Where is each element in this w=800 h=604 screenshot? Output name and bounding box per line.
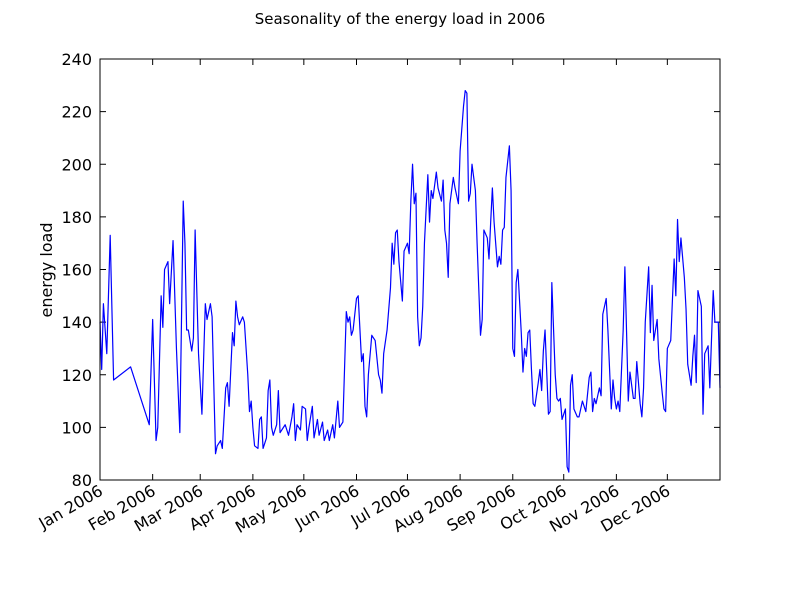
- y-axis-label: energy load: [37, 222, 56, 317]
- y-tick-label: 100: [61, 418, 92, 437]
- y-tick-label: 140: [61, 313, 92, 332]
- y-tick-label: 220: [61, 103, 92, 122]
- y-tick-label: 180: [61, 208, 92, 227]
- y-tick-label: 240: [61, 50, 92, 69]
- chart-title: Seasonality of the energy load in 2006: [255, 10, 546, 28]
- data-line: [99, 89, 721, 473]
- y-tick-label: 200: [61, 155, 92, 174]
- y-tick-label: 120: [61, 366, 92, 385]
- y-tick-label: 160: [61, 261, 92, 280]
- plot-frame: [99, 58, 721, 481]
- y-tick-label: 80: [72, 471, 92, 490]
